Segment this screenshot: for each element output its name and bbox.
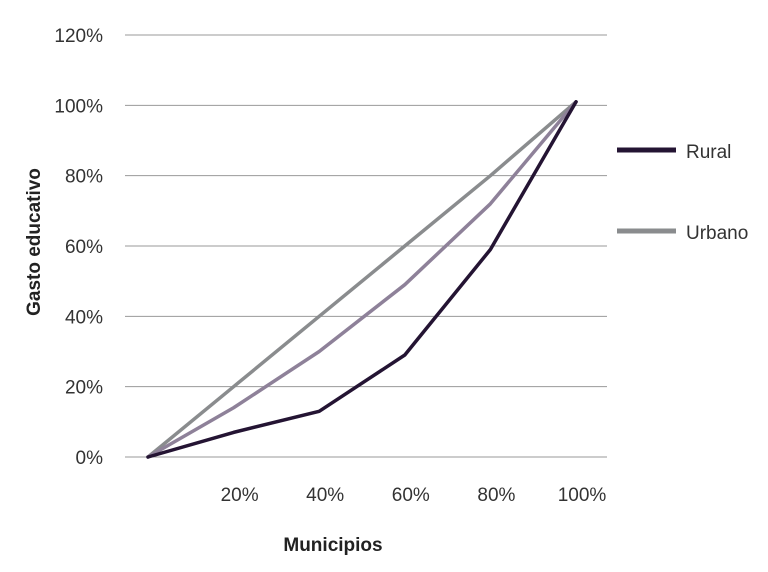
y-tick-label: 20% (65, 378, 103, 399)
x-tick-label: 40% (306, 485, 344, 506)
gridlines (125, 34, 607, 458)
legend: Rural Urbano (617, 142, 748, 244)
x-tick-label: 100% (558, 485, 607, 506)
y-tick-label: 40% (65, 307, 103, 328)
y-tick-label: 120% (54, 26, 103, 47)
y-tick-label: 80% (65, 167, 103, 188)
x-tick-label: 60% (392, 485, 430, 506)
y-axis-title: Gasto educativo (24, 168, 45, 316)
series-line-urbano (146, 100, 578, 459)
y-tick-labels: 0% 20% 40% 60% 80% 100% 120% (54, 26, 103, 469)
series-lines (146, 100, 578, 459)
series-line-unlabeled (146, 100, 578, 459)
x-tick-label: 20% (221, 485, 259, 506)
y-tick-label: 0% (76, 448, 104, 469)
legend-label-rural: Rural (686, 142, 731, 163)
x-tick-label: 80% (477, 485, 515, 506)
legend-label-urbano: Urbano (686, 223, 748, 244)
y-tick-label: 60% (65, 237, 103, 258)
x-axis-title: Municipios (283, 535, 382, 556)
x-tick-labels: 20% 40% 60% 80% 100% (221, 485, 607, 506)
series-line-rural (146, 100, 578, 459)
y-tick-label: 100% (54, 96, 103, 117)
